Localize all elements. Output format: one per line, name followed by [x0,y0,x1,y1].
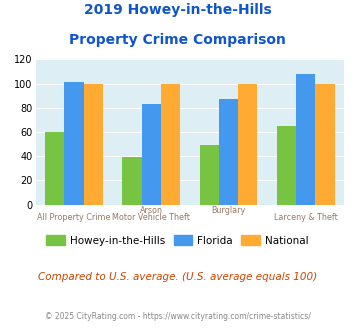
Bar [142,104,161,205]
Text: Larceny & Theft: Larceny & Theft [274,213,338,222]
Text: Arson: Arson [140,206,163,215]
Bar [200,145,219,205]
Text: Burglary: Burglary [212,206,246,215]
Bar [219,99,238,205]
Bar [238,83,257,205]
Bar [161,83,180,205]
Text: Property Crime Comparison: Property Crime Comparison [69,33,286,47]
Bar [45,132,65,205]
Bar [65,82,84,205]
Bar [277,126,296,205]
Bar [315,83,335,205]
Text: © 2025 CityRating.com - https://www.cityrating.com/crime-statistics/: © 2025 CityRating.com - https://www.city… [45,312,310,321]
Text: 2019 Howey-in-the-Hills: 2019 Howey-in-the-Hills [84,3,271,17]
Bar [84,83,103,205]
Text: Compared to U.S. average. (U.S. average equals 100): Compared to U.S. average. (U.S. average … [38,272,317,282]
Bar [122,157,142,205]
Bar [296,74,315,205]
Legend: Howey-in-the-Hills, Florida, National: Howey-in-the-Hills, Florida, National [42,231,313,250]
Text: All Property Crime: All Property Crime [37,213,111,222]
Text: Motor Vehicle Theft: Motor Vehicle Theft [113,213,190,222]
